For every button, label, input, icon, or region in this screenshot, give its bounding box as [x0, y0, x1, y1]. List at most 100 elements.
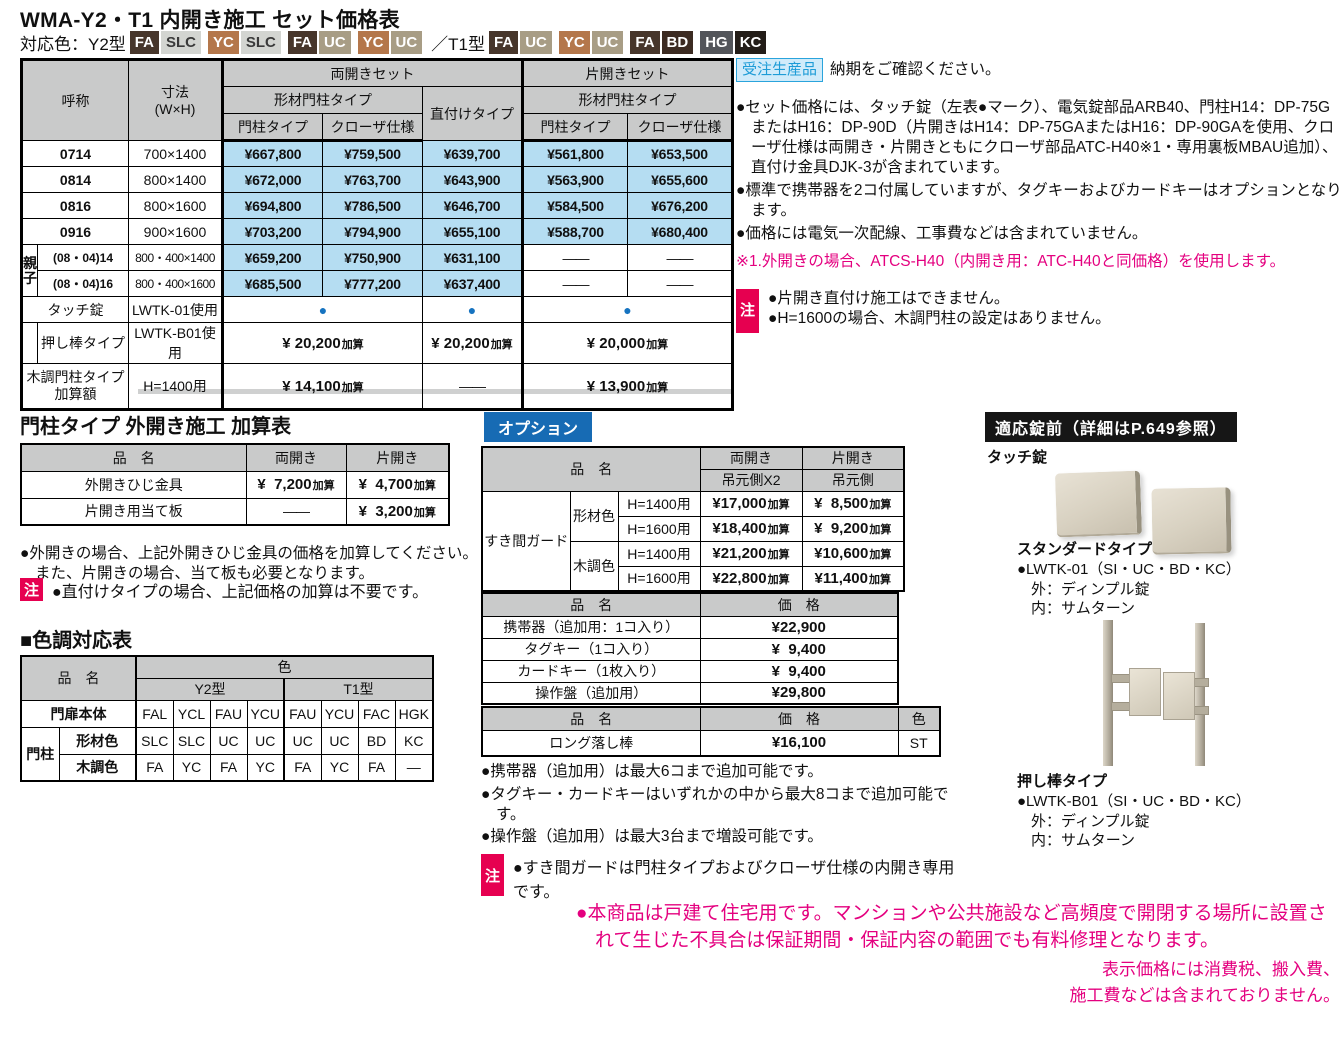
included-dot: ●	[422, 296, 523, 323]
addon-price-cell: ¥11,400加算	[801, 565, 905, 592]
note-bullet: ●タグキー・カードキーはいずれかの中から最大8コまで追加可能です。	[481, 785, 949, 823]
set-price-table: 呼称 寸法 (W×H) 両開きセット 片開きセット 形材門柱タイプ 直付けタイプ…	[20, 58, 734, 411]
addon-price: ¥ 20,200	[282, 334, 341, 352]
color-code-cell: YC	[172, 753, 211, 782]
addon-price-cell: ¥ 20,200加算	[221, 322, 423, 364]
color-swatch-SLC: SLC	[240, 31, 281, 54]
price-cell: ¥16,100	[699, 729, 899, 757]
y2-swatches: FA SLC YC SLC FA UC YC UC	[129, 31, 429, 54]
table-row: 門柱 形材色 SLC SLC UC UC UC UC BD KC	[20, 726, 434, 782]
price-cell: ¥22,900	[699, 615, 899, 639]
addon-price-cell: ¥ 14,100加算	[221, 363, 423, 410]
addon-suffix: 加算	[646, 338, 669, 351]
dash-cell: ――	[627, 244, 733, 271]
lock-block-right	[1163, 672, 1195, 720]
price-cell: ¥759,500	[322, 140, 423, 167]
price-cell: ¥680,400	[627, 218, 733, 245]
color-line-separator: ／T1型	[431, 35, 486, 54]
addon-price: ¥ 20,000	[586, 334, 646, 352]
table-row: 携帯器（追加用：1コ入り） ¥22,900	[481, 615, 899, 639]
color-code-cell: ST	[897, 729, 941, 757]
table-row: 木調色 H=1400用 ¥21,200加算 ¥10,600加算	[482, 540, 905, 592]
lock-type-title: スタンダードタイプ	[1017, 541, 1153, 558]
col-subheader-double: 吊元側X2	[699, 468, 803, 492]
table-row: H=1600用 ¥22,800加算 ¥11,400加算	[482, 565, 905, 592]
accessories-table: 品 名 価 格 携帯器（追加用：1コ入り） ¥22,900 タグキー（1コ入り）…	[481, 592, 899, 705]
caution-badge: 注	[736, 288, 759, 333]
table-row: ロング落し棒 ¥16,100 ST	[481, 729, 941, 757]
locks-header: 適応錠前（詳細はP.649参照）	[985, 412, 1237, 442]
color-swatch-YC: YC	[207, 31, 239, 54]
col-header-name: 呼称	[21, 59, 129, 141]
price: ¥22,900	[771, 618, 826, 636]
color-swatch-FA: FA	[489, 31, 519, 54]
drop-bar-table-wrap: 品 名 価 格 色 ロング落し棒 ¥16,100 ST	[481, 706, 941, 757]
caution-block: 注 ●すき間ガードは門柱タイプおよびクローザ仕様の内開き専用です。	[481, 854, 955, 902]
color-swatch-YC: YC	[357, 31, 389, 54]
lock-model: ●LWTK-B01（SI・UC・BD・KC）	[1017, 792, 1251, 810]
price-cell: ¥750,900	[322, 244, 423, 271]
lock-outer-spec: 外：ディンプル錠	[1031, 812, 1150, 830]
color-code-cell: FA	[209, 753, 248, 782]
color-code-cell: FA	[135, 753, 174, 782]
col-group-double: 両開きセット	[221, 59, 523, 87]
color-swatch-FA: FA	[129, 31, 159, 54]
accessories-table-wrap: 品 名 価 格 携帯器（追加用：1コ入り） ¥22,900 タグキー（1コ入り）…	[481, 592, 899, 705]
col-header-closer-spec: クローザ仕様	[627, 113, 733, 142]
addon-price: ¥21,200	[712, 545, 767, 562]
col-group-single: 片開きセット	[521, 59, 733, 87]
addon-price: ¥10,600	[814, 545, 869, 562]
color-code-cell: FA	[357, 753, 396, 782]
price-cell: ¥659,200	[221, 244, 323, 271]
push-bar-type-info: 押し棒タイプ ●LWTK-B01（SI・UC・BD・KC） 外：ディンプル錠 内…	[1017, 772, 1251, 851]
col-header-price: 価 格	[699, 706, 899, 731]
color-code-cell: UC	[209, 726, 248, 755]
item-cell: 操作盤（追加用）	[481, 681, 701, 705]
tax-note-line1: 表示価格には消費税、搬入費、	[1102, 960, 1340, 979]
color-code-cell: UC	[246, 726, 285, 755]
standard-type-info: スタンダードタイプ ●LWTK-01（SI・UC・BD・KC） 外：ディンプル錠…	[1017, 540, 1241, 619]
price: ¥16,100	[771, 734, 827, 752]
color-swatch-FA: FA	[287, 31, 317, 54]
col-group-shape-post-single: 形材門柱タイプ	[521, 86, 733, 114]
color-code-cell: FAC	[357, 699, 396, 728]
table-row: (08・04)16 800・400×1600 ¥685,500 ¥777,200…	[22, 270, 733, 297]
dash-cell: ――	[422, 363, 523, 410]
row-label: 門柱	[20, 726, 60, 782]
color-swatch-YC: YC	[558, 31, 590, 54]
col-header-item: 品 名	[481, 446, 701, 492]
color-code-cell: FAL	[135, 699, 174, 728]
col-header-price: 価 格	[699, 592, 899, 617]
group-label: すき間ガード	[481, 490, 571, 592]
addon-price-cell: ¥22,800加算	[699, 565, 803, 592]
dim-cell: 800・400×1600	[128, 270, 223, 297]
col-header-double: 両開き	[245, 443, 347, 472]
feature-cell: 押し棒タイプ	[37, 322, 129, 364]
feature-cell: 木調門柱タイプ加算額	[21, 363, 129, 410]
addon-suffix: 加算	[490, 338, 513, 351]
price-cell: ¥588,700	[521, 218, 628, 245]
color-swatch-UC: UC	[520, 31, 552, 54]
push-bar-right	[1195, 623, 1205, 766]
color-swatch-KC: KC	[734, 31, 767, 54]
table-row: 0916 900×1600 ¥703,200 ¥794,900 ¥655,100…	[21, 218, 733, 245]
note-pink: ※1.外開きの場合、ATCS-H40（内開き用：ATC-H40と同価格）を使用し…	[736, 253, 1286, 271]
note-bullet: ●携帯器（追加用）は最大6コまで追加可能です。	[481, 763, 823, 780]
item-cell: 片開き用当て板	[20, 497, 247, 526]
addon-suffix: 加算	[869, 549, 892, 561]
model-cell: (08・04)16	[37, 270, 129, 297]
price-cell: ¥777,200	[322, 270, 423, 297]
price-cell: ¥ 9,400	[699, 637, 899, 661]
outward-addon-table: 品 名 両開き 片開き 外開きひじ金具 ¥ 7,200加算 ¥ 4,700加算 …	[20, 443, 450, 526]
color-correspondence-table: 品 名 色 Y2型 T1型 門扉本体 FAL YCL FAU YCU FAU Y…	[20, 655, 434, 782]
color-swatch-HG: HG	[700, 31, 733, 54]
model-cell: 0816	[21, 192, 129, 219]
caution-item: ●H=1600の場合、木調門柱の設定はありません。	[768, 309, 1111, 327]
color-table-heading: ■色調対応表	[20, 630, 133, 652]
dim-cell: 700×1400	[128, 140, 223, 167]
height-cell: H=1600用	[617, 515, 701, 542]
col-group-y2: Y2型	[135, 677, 285, 701]
addon-suffix: 加算	[341, 381, 364, 394]
addon-price: ¥ 14,100	[282, 377, 341, 395]
table-row: 押し棒タイプ LWTK-B01使用 ¥ 20,200加算 ¥ 20,200加算 …	[21, 322, 733, 364]
